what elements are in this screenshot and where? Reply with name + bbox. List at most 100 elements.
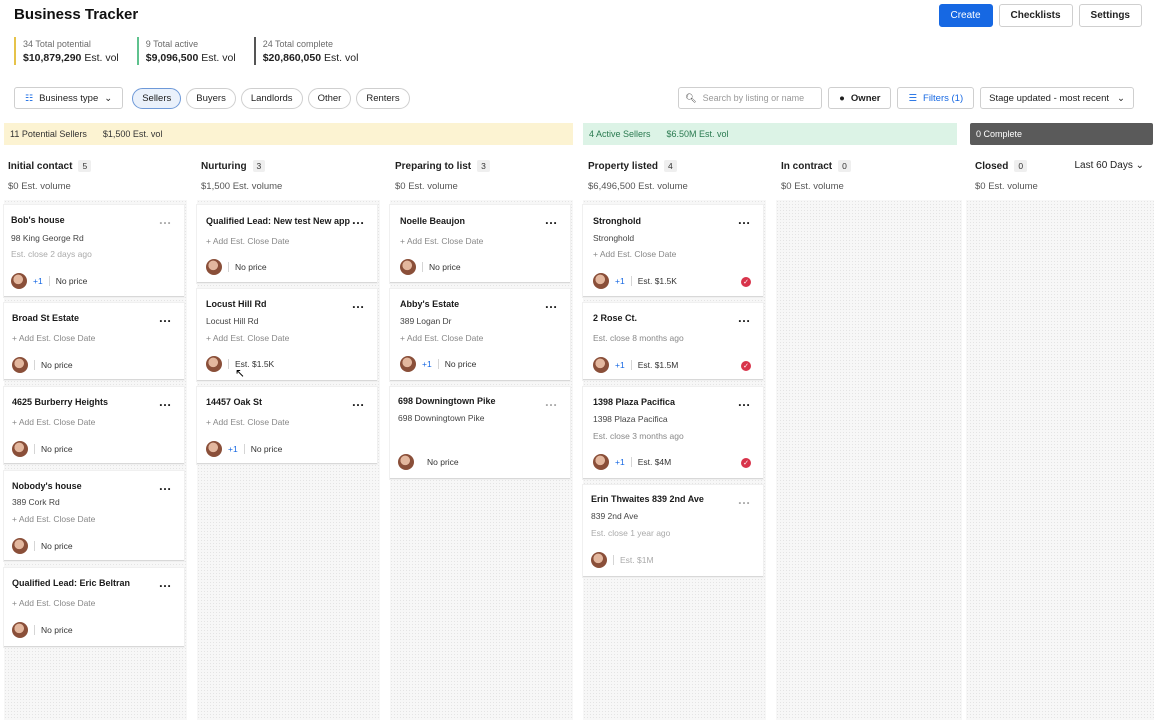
pill-renters[interactable]: Renters: [356, 87, 410, 109]
column-count: 3: [252, 160, 266, 172]
avatar: [593, 357, 609, 373]
add-close-date-link[interactable]: + Add Est. Close Date: [206, 236, 290, 246]
more-options-icon[interactable]: …: [544, 212, 558, 227]
deal-card[interactable]: 14457 Oak St … + Add Est. Close Date +1 …: [197, 387, 377, 464]
deal-card[interactable]: 2 Rose Ct. … Est. close 8 months ago +1 …: [583, 303, 763, 380]
business-type-label: Business type: [39, 92, 99, 104]
column-nurturing: Nurturing 3 $1,500 Est. volume: [201, 160, 391, 192]
card-address: 98 King George Rd: [11, 233, 84, 243]
card-price: Est. $1.5K: [637, 276, 677, 286]
add-close-date-link[interactable]: + Add Est. Close Date: [12, 514, 96, 524]
grid-icon: ☷: [25, 92, 34, 103]
add-close-date-link[interactable]: + Add Est. Close Date: [400, 236, 484, 246]
more-options-icon[interactable]: …: [737, 212, 751, 227]
search-input[interactable]: 🔍︎ Search by listing or name: [678, 87, 823, 109]
add-close-date-link[interactable]: + Add Est. Close Date: [12, 598, 96, 608]
card-title: 2 Rose Ct.: [593, 313, 638, 323]
add-close-date-link[interactable]: + Add Est. Close Date: [206, 417, 290, 427]
divider: [48, 276, 50, 286]
deal-card[interactable]: Erin Thwaites 839 2nd Ave … 839 2nd Ave …: [583, 485, 763, 577]
settings-button[interactable]: Settings: [1078, 4, 1142, 27]
filter-icon: ☰: [908, 92, 918, 104]
column-volume: $6,496,500 Est. volume: [588, 181, 688, 192]
deal-card[interactable]: Noelle Beaujon … + Add Est. Close Date N…: [390, 205, 570, 283]
more-options-icon[interactable]: …: [737, 492, 751, 507]
sort-dropdown[interactable]: Stage updated - most recent ⌄: [980, 87, 1134, 109]
more-options-icon[interactable]: …: [544, 394, 558, 409]
deal-card[interactable]: Locust Hill Rd … Locust Hill Rd + Add Es…: [197, 289, 377, 381]
more-options-icon[interactable]: …: [544, 296, 558, 311]
more-options-icon[interactable]: …: [737, 310, 751, 325]
column-name: Property listed: [588, 160, 659, 172]
deal-card[interactable]: 4625 Burberry Heights … + Add Est. Close…: [4, 387, 184, 464]
more-options-icon[interactable]: …: [351, 212, 365, 227]
add-close-date-link[interactable]: + Add Est. Close Date: [400, 333, 484, 343]
date-range-dropdown[interactable]: Last 60 Days ⌄: [1074, 160, 1144, 171]
band-potential: 11 Potential Sellers $1,500 Est. vol: [4, 123, 573, 145]
pill-landlords[interactable]: Landlords: [240, 87, 303, 109]
person-icon: ●: [839, 92, 845, 104]
card-title: Bob's house: [11, 215, 65, 225]
filters-button[interactable]: ☰ Filters (1): [897, 87, 975, 109]
avatar: [12, 622, 28, 638]
band-label: 0 Complete: [976, 129, 1023, 139]
more-options-icon[interactable]: …: [351, 296, 365, 311]
more-options-icon[interactable]: …: [158, 478, 172, 493]
more-options-icon[interactable]: …: [158, 575, 172, 590]
more-options-icon[interactable]: …: [158, 212, 172, 227]
avatar: [206, 441, 222, 457]
pill-other[interactable]: Other: [307, 87, 352, 109]
checklists-button[interactable]: Checklists: [998, 4, 1073, 27]
add-close-date-link[interactable]: + Add Est. Close Date: [12, 333, 96, 343]
divider: [34, 360, 35, 370]
mouse-cursor-icon: ↖: [235, 366, 246, 380]
card-footer: +1 No price: [11, 273, 87, 289]
card-price: No price: [444, 359, 477, 369]
deal-card[interactable]: Qualified Lead: Eric Beltran … + Add Est…: [4, 568, 184, 647]
business-type-dropdown[interactable]: ☷ Business type ⌄: [14, 87, 124, 109]
pill-buyers[interactable]: Buyers: [186, 87, 236, 109]
deal-card[interactable]: Bob's house … 98 King George Rd Est. clo…: [4, 205, 184, 297]
card-address: 389 Cork Rd: [12, 497, 60, 507]
card-title: Nobody's house: [12, 481, 82, 491]
stat-label: 9 Total active: [145, 39, 199, 49]
deal-card[interactable]: Qualified Lead: New test New app … + Add…: [197, 205, 377, 283]
column-count: 3: [477, 160, 490, 172]
add-close-date-link[interactable]: + Add Est. Close Date: [206, 333, 290, 343]
card-title: Locust Hill Rd: [206, 299, 267, 309]
card-footer: +1 Est. $1.5M: [593, 357, 678, 373]
more-options-icon[interactable]: …: [158, 394, 172, 409]
card-title: Broad St Estate: [12, 313, 80, 323]
stat-label: 34 Total potential: [23, 39, 91, 49]
more-options-icon[interactable]: …: [158, 310, 172, 325]
column-in-contract: In contract 0 $0 Est. volume: [781, 160, 971, 192]
more-options-icon[interactable]: …: [351, 394, 365, 409]
column-count: 5: [78, 160, 92, 172]
avatar: [12, 538, 28, 554]
card-price: No price: [427, 457, 459, 467]
owner-count: +1: [33, 276, 43, 286]
filters-label: Filters (1): [923, 92, 964, 104]
band-complete: 0 Complete: [970, 123, 1153, 145]
avatar: [12, 357, 28, 373]
add-close-date-link[interactable]: + Add Est. Close Date: [12, 417, 96, 427]
owner-button[interactable]: ● Owner: [828, 87, 892, 109]
deal-card[interactable]: Nobody's house … 389 Cork Rd + Add Est. …: [4, 471, 184, 561]
card-address: Stronghold: [593, 233, 635, 243]
card-price: No price: [41, 625, 73, 635]
add-close-date-link[interactable]: + Add Est. Close Date: [593, 249, 677, 259]
deal-card[interactable]: Abby's Estate … 389 Logan Dr + Add Est. …: [390, 289, 570, 381]
card-title: 1398 Plaza Pacifica: [593, 397, 676, 407]
deal-card[interactable]: 1398 Plaza Pacifica … 1398 Plaza Pacific…: [583, 387, 763, 479]
card-address: Locust Hill Rd: [206, 316, 259, 326]
filter-bar-right: 🔍︎ Search by listing or name ● Owner ☰ F…: [678, 87, 1134, 109]
more-options-icon[interactable]: …: [737, 394, 751, 409]
summary-stats: 34 Total potential $10,879,290 Est. vol …: [14, 37, 358, 65]
pill-sellers[interactable]: Sellers: [132, 87, 182, 109]
deal-card[interactable]: Broad St Estate … + Add Est. Close Date …: [4, 303, 184, 380]
deal-card[interactable]: Stronghold … Stronghold + Add Est. Close…: [583, 205, 763, 297]
create-button[interactable]: Create: [938, 4, 993, 27]
deal-card[interactable]: 698 Downingtown Pike … 698 Downingtown P…: [390, 387, 570, 479]
card-footer: No price: [12, 441, 73, 457]
owner-count: +1: [615, 360, 625, 370]
